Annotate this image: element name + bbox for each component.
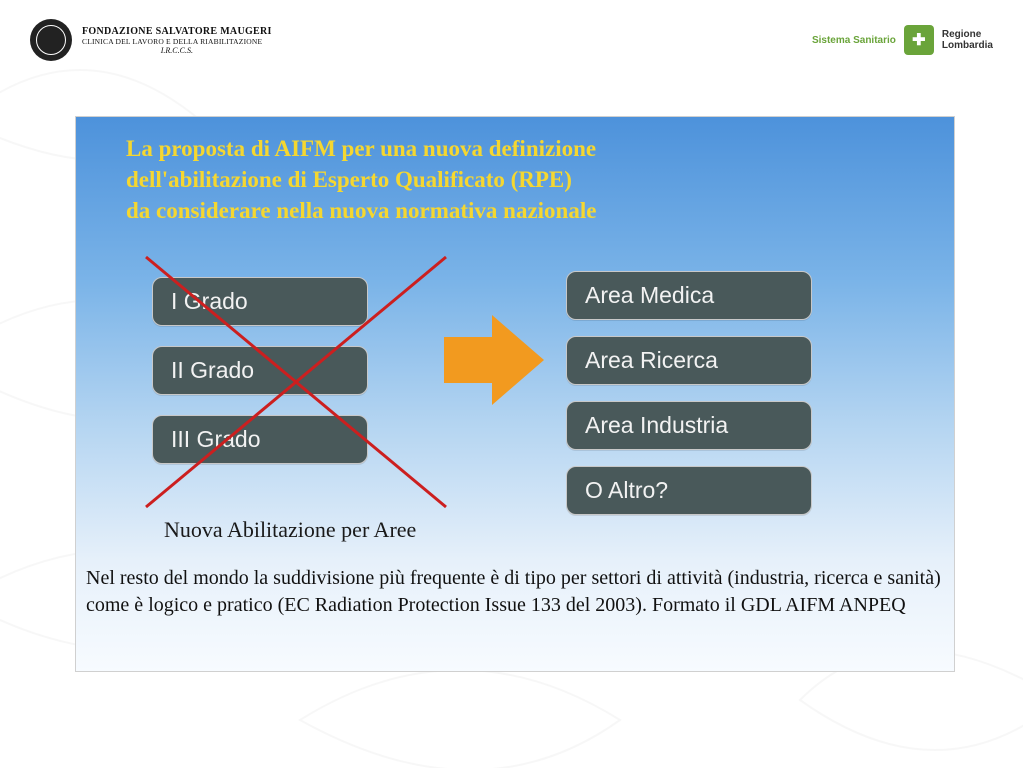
box-area-altro: O Altro? [566, 466, 812, 515]
box-grado-2: II Grado [152, 346, 368, 395]
title-line1: La proposta di AIFM per una nuova defini… [126, 133, 914, 164]
regione-line1: Regione [942, 29, 993, 40]
right-column: Area Medica Area Ricerca Area Industria … [566, 271, 812, 515]
box-grado-1: I Grado [152, 277, 368, 326]
org-line1: FONDAZIONE SALVATORE MAUGERI [82, 26, 272, 37]
logo-left: FONDAZIONE SALVATORE MAUGERI CLINICA DEL… [30, 19, 272, 61]
sistema-sanitario-label: Sistema Sanitario [812, 35, 896, 46]
bottom-paragraph: Nel resto del mondo la suddivisione più … [86, 565, 944, 619]
org-left-text: FONDAZIONE SALVATORE MAUGERI CLINICA DEL… [82, 26, 272, 55]
org-seal-icon [30, 19, 72, 61]
left-column: I Grado II Grado III Grado [152, 277, 368, 464]
org-line2: CLINICA DEL LAVORO E DELLA RIABILITAZION… [82, 37, 272, 46]
logo-right: Sistema Sanitario ✚ Regione Lombardia [812, 25, 993, 55]
box-area-industria: Area Industria [566, 401, 812, 450]
regione-badge-icon: ✚ [904, 25, 934, 55]
box-grado-3: III Grado [152, 415, 368, 464]
slide-title: La proposta di AIFM per una nuova defini… [76, 117, 954, 234]
arrow-icon [444, 315, 544, 410]
slide-panel: La proposta di AIFM per una nuova defini… [75, 116, 955, 672]
regione-text: Regione Lombardia [942, 29, 993, 51]
org-line3: I.R.C.C.S. [82, 46, 272, 55]
header: FONDAZIONE SALVATORE MAUGERI CLINICA DEL… [0, 0, 1023, 80]
box-area-medica: Area Medica [566, 271, 812, 320]
title-line2: dell'abilitazione di Esperto Qualificato… [126, 164, 914, 195]
regione-line2: Lombardia [942, 40, 993, 51]
subcaption: Nuova Abilitazione per Aree [164, 517, 416, 543]
box-area-ricerca: Area Ricerca [566, 336, 812, 385]
title-line3: da considerare nella nuova normativa naz… [126, 195, 914, 226]
